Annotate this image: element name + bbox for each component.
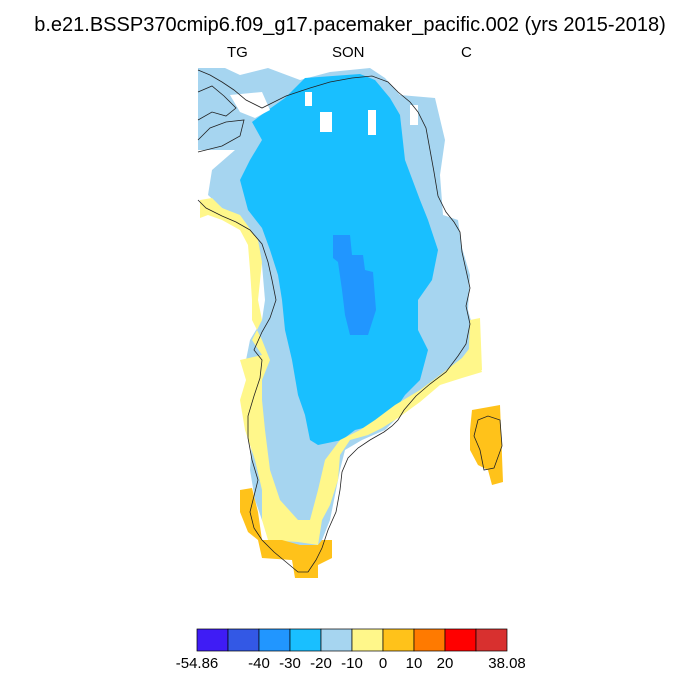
colorbar-bin — [258, 628, 291, 652]
colorbar-tick-label: 0 — [378, 655, 388, 672]
colorbar-bin — [227, 628, 260, 652]
colorbar-tick-label: 20 — [436, 655, 454, 672]
colorbar — [196, 628, 508, 652]
variable-label: TG — [227, 44, 248, 61]
temperature-field — [198, 68, 503, 578]
field-band-zero-west — [200, 198, 482, 545]
colorbar-tick-label: -54.86 — [175, 655, 219, 672]
field-band-zero-east — [468, 318, 482, 372]
colorbar-tick-label: 10 — [405, 655, 423, 672]
colorbar-bin — [475, 628, 508, 652]
field-band-minus30 — [333, 235, 376, 335]
colorbar-bin — [382, 628, 415, 652]
field-band-plus0-south — [240, 488, 332, 578]
colorbar-tick-label: -30 — [279, 655, 301, 672]
coastline — [197, 69, 503, 573]
field-gap-north — [230, 92, 418, 135]
colorbar-tick-label: -10 — [341, 655, 363, 672]
colorbar-bin — [196, 628, 229, 652]
colorbar-tick-label: -40 — [248, 655, 270, 672]
units-label: C — [461, 44, 472, 61]
colorbar-tick-label: 38.08 — [488, 655, 526, 672]
colorbar-bin — [289, 628, 322, 652]
colorbar-tick-label: -20 — [310, 655, 332, 672]
season-label: SON — [332, 44, 365, 61]
colorbar-bin — [444, 628, 477, 652]
colorbar-bin — [320, 628, 353, 652]
colorbar-bin — [351, 628, 384, 652]
colorbar-bin — [413, 628, 446, 652]
map-title: b.e21.BSSP370cmip6.f09_g17.pacemaker_pac… — [34, 14, 666, 36]
colorbar-labels: -54.86 -40 -30 -20 -10 0 10 20 38.08 — [0, 655, 700, 675]
